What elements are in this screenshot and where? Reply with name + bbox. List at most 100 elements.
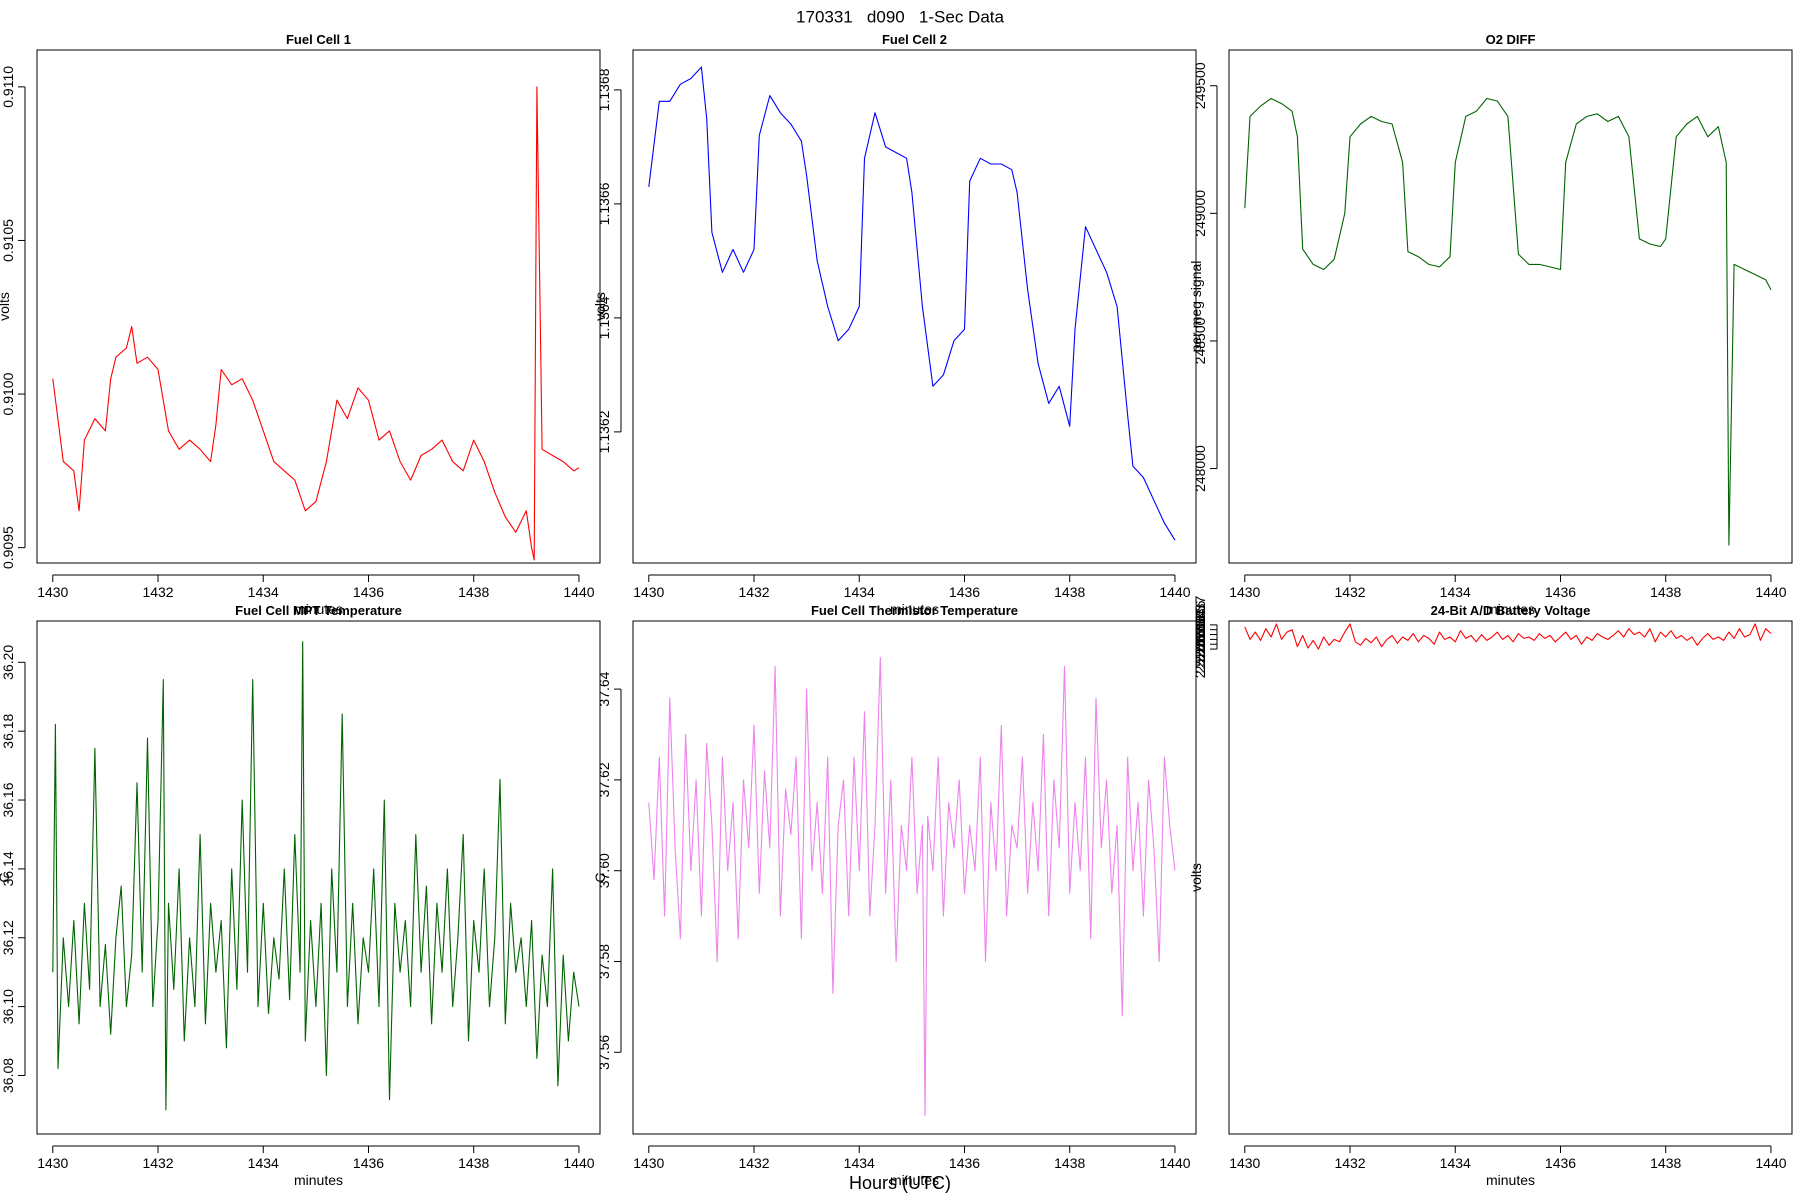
y-tick-label: 1.1366 xyxy=(596,182,612,225)
x-axis-label: minutes xyxy=(294,1172,343,1188)
x-tick-label: 1438 xyxy=(458,584,489,600)
y-tick-label: 37.62 xyxy=(596,762,612,797)
x-tick-label: 1430 xyxy=(1229,1155,1260,1171)
y-tick-label: 0.9095 xyxy=(0,526,16,569)
plot-frame xyxy=(632,620,1197,1135)
x-tick-label: 1440 xyxy=(1755,584,1786,600)
y-tick-label: 249000 xyxy=(1192,190,1208,237)
y-tick-label: 2.526636 xyxy=(1192,600,1208,659)
x-tick-label: 1436 xyxy=(353,584,384,600)
x-tick-label: 1434 xyxy=(1440,1155,1471,1171)
x-tick-label: 1438 xyxy=(1054,584,1085,600)
x-tick-label: 1434 xyxy=(248,584,279,600)
series-line xyxy=(52,86,580,561)
series-line xyxy=(648,656,1176,1117)
y-axis-label: volts xyxy=(592,292,608,321)
x-axis-label: minutes xyxy=(294,601,343,617)
y-tick-label: 37.64 xyxy=(596,671,612,706)
y-tick-label: 248500 xyxy=(1192,317,1208,364)
series-line xyxy=(1244,623,1772,650)
y-tick-label: 36.18 xyxy=(0,713,16,748)
y-axis-label: volts xyxy=(1188,863,1204,892)
panels: Fuel Cell 1 1430 1432 1434 1436 1438 1440 minut… xyxy=(0,32,1793,1188)
y-tick-label: 248000 xyxy=(1192,445,1208,492)
x-tick-label: 1440 xyxy=(563,584,594,600)
x-tick-label: 1430 xyxy=(37,1155,68,1171)
panel-title: Fuel Cell 2 xyxy=(882,32,947,47)
x-tick-label: 1436 xyxy=(949,1155,980,1171)
y-axis-label: volts xyxy=(0,292,12,321)
y-tick-label: 37.58 xyxy=(596,944,612,979)
x-tick-label: 1432 xyxy=(142,1155,173,1171)
plot-frame xyxy=(632,49,1197,564)
plot-frame xyxy=(36,49,601,564)
x-tick-label: 1436 xyxy=(1545,584,1576,600)
y-tick-label: 37.60 xyxy=(596,853,612,888)
y-tick-label: 2.526633 xyxy=(1192,615,1208,674)
x-tick-label: 1438 xyxy=(1054,1155,1085,1171)
y-tick-label: 249500 xyxy=(1192,62,1208,109)
series-line xyxy=(1244,97,1772,546)
x-tick-label: 1430 xyxy=(1229,584,1260,600)
y-tick-label: 1.1364 xyxy=(596,296,612,339)
x-tick-label: 1440 xyxy=(1159,1155,1190,1171)
y-tick-label: 0.9105 xyxy=(0,219,16,262)
y-tick-label: 36.20 xyxy=(0,645,16,680)
y-tick-label: 2.526632 xyxy=(1192,620,1208,679)
panel-title: Fuel Cell MPT Temperature xyxy=(235,603,402,618)
x-tick-label: 1440 xyxy=(1755,1155,1786,1171)
series-line xyxy=(648,66,1176,541)
y-tick-label: 0.9100 xyxy=(0,372,16,415)
x-tick-label: 1432 xyxy=(142,584,173,600)
y-axis-label: C xyxy=(0,872,12,882)
x-axis-label: minutes xyxy=(1486,1172,1535,1188)
plot-frame xyxy=(1228,620,1793,1135)
x-tick-label: 1432 xyxy=(738,1155,769,1171)
y-tick-label: 2.526635 xyxy=(1192,605,1208,664)
x-axis-label: minutes xyxy=(890,601,939,617)
y-tick-label: 0.9110 xyxy=(0,66,16,108)
y-tick-label: 36.08 xyxy=(0,1058,16,1093)
y-tick-label: 1.1362 xyxy=(596,410,612,453)
x-tick-label: 1432 xyxy=(738,584,769,600)
chart-panel-1: Fuel Cell 1 1430 1432 1434 1436 1438 1440 minut… xyxy=(0,32,601,617)
x-tick-label: 1430 xyxy=(37,584,68,600)
x-tick-label: 1434 xyxy=(1440,584,1471,600)
panel-title: Fuel Cell Thermistor Temperature xyxy=(811,603,1018,618)
x-tick-label: 1432 xyxy=(1334,584,1365,600)
y-tick-label: 36.14 xyxy=(0,851,16,886)
figure-xlabel: Hours (UTC) xyxy=(849,1173,951,1193)
series-line xyxy=(52,641,580,1111)
y-tick-label: 36.10 xyxy=(0,989,16,1024)
panel-title: 24-Bit A/D Battery Voltage xyxy=(1431,603,1591,618)
chart-panel-4: Fuel Cell MPT Temperature 1430 1432 1434 143… xyxy=(0,603,601,1188)
plot-frame xyxy=(1228,49,1793,564)
figure-title: 170331 d090 1-Sec Data xyxy=(796,7,1004,26)
x-tick-label: 1432 xyxy=(1334,1155,1365,1171)
panel-title: O2 DIFF xyxy=(1486,32,1536,47)
y-tick-label: 36.16 xyxy=(0,782,16,817)
x-axis-label: minutes xyxy=(1486,601,1535,617)
y-tick-label: 1.1368 xyxy=(596,68,612,111)
y-axis-label: per meg signal xyxy=(1188,261,1204,353)
x-tick-label: 1440 xyxy=(1159,584,1190,600)
y-tick-label: 2.526637 xyxy=(1192,595,1208,654)
y-tick-label: 36.12 xyxy=(0,920,16,955)
x-tick-label: 1436 xyxy=(353,1155,384,1171)
x-tick-label: 1436 xyxy=(949,584,980,600)
y-axis-label: C xyxy=(592,872,608,882)
x-tick-label: 1438 xyxy=(1650,1155,1681,1171)
panel-title: Fuel Cell 1 xyxy=(286,32,351,47)
x-tick-label: 1430 xyxy=(633,1155,664,1171)
plot-frame xyxy=(36,620,601,1135)
x-tick-label: 1436 xyxy=(1545,1155,1576,1171)
x-axis-label: minutes xyxy=(890,1172,939,1188)
x-tick-label: 1438 xyxy=(458,1155,489,1171)
chart-panel-6: 24-Bit A/D Battery Voltage 1430 1432 1434 14… xyxy=(1188,595,1793,1188)
x-tick-label: 1434 xyxy=(248,1155,279,1171)
x-tick-label: 1440 xyxy=(563,1155,594,1171)
y-tick-label: 2.526634 xyxy=(1192,610,1208,669)
